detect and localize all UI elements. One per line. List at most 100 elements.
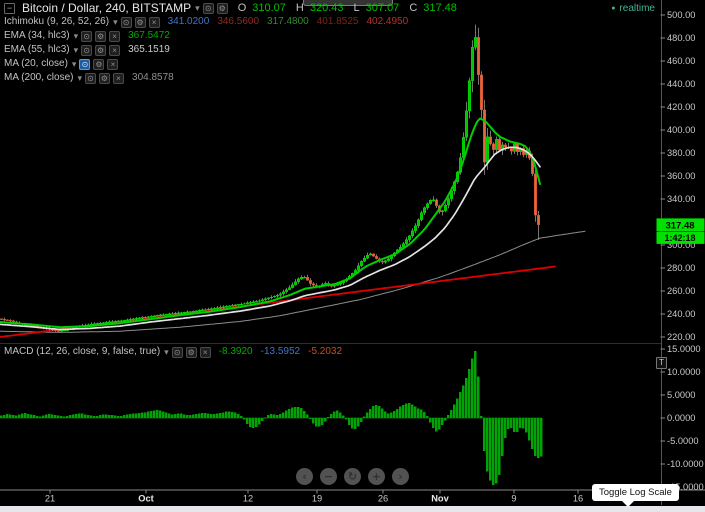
gear-icon[interactable]: ⚙ xyxy=(99,72,111,84)
indicator-label[interactable]: EMA (55, hlc3) xyxy=(4,44,70,55)
indicator-value: 401.8525 xyxy=(316,16,359,27)
realtime-dot-icon: ● xyxy=(611,5,616,12)
gear-icon[interactable]: ⚙ xyxy=(95,44,107,56)
indicator-row-ichimoku: Ichimoku (9, 26, 52, 26) ▾ ⊙ ⚙ × 341.020… xyxy=(4,16,408,28)
gear-icon[interactable]: ⚙ xyxy=(134,16,146,28)
price-axis-label: 480.00 xyxy=(667,33,695,43)
eye-icon[interactable]: ⊙ xyxy=(81,30,93,42)
indicator-label[interactable]: MACD (12, 26, close, 9, false, true) xyxy=(4,346,161,357)
chevron-down-icon[interactable]: ▾ xyxy=(73,31,79,41)
chevron-down-icon[interactable]: ▾ xyxy=(73,45,79,55)
realtime-label: realtime xyxy=(619,3,655,14)
price-axis-label: 440.00 xyxy=(667,79,695,89)
open-label: O xyxy=(237,2,247,14)
eye-icon[interactable]: ⊙ xyxy=(81,44,93,56)
macd-histogram[interactable] xyxy=(0,350,543,486)
realtime-badge: ● realtime xyxy=(611,3,655,14)
macd-line-value: -13.5952 xyxy=(260,346,301,357)
time-axis-label: 9 xyxy=(511,494,516,504)
reset-view-button[interactable]: ↻ xyxy=(344,468,361,485)
eye-icon[interactable]: ⊙ xyxy=(85,72,97,84)
time-axis-label: 21 xyxy=(45,494,55,504)
zoom-out-button[interactable]: − xyxy=(320,468,337,485)
macd-signal-value: -5.2032 xyxy=(308,346,343,357)
gear-icon[interactable]: ⚙ xyxy=(95,30,107,42)
open-value: 310.07 xyxy=(252,2,286,14)
price-axis-label: 360.00 xyxy=(667,171,695,181)
macd-axis-label: 10.0000 xyxy=(667,367,701,377)
indicator-label[interactable]: MA (20, close) xyxy=(4,58,68,69)
macd-histogram-value: -8.3920 xyxy=(218,346,253,357)
indicator-value: 317.4800 xyxy=(267,16,309,27)
collapse-icon[interactable]: − xyxy=(4,2,15,14)
price-axis-label: 300.00 xyxy=(667,240,695,250)
time-axis-label: Nov xyxy=(431,494,449,504)
zoom-in-button[interactable]: + xyxy=(368,468,385,485)
indicator-value: 402.4950 xyxy=(366,16,409,27)
close-icon[interactable]: × xyxy=(109,30,121,42)
last-price-tag: 317.48 1:42:18 xyxy=(656,218,705,244)
chevron-down-icon[interactable]: ▾ xyxy=(164,347,169,357)
eye-icon-active[interactable]: ⊙ xyxy=(79,58,91,70)
line-ma-200-close-[interactable] xyxy=(0,230,586,333)
indicator-label[interactable]: EMA (34, hlc3) xyxy=(4,30,70,41)
clipped-tooltip xyxy=(303,0,393,6)
gear-icon[interactable]: ⚙ xyxy=(185,346,197,358)
symbol-header-row: − Bitcoin / Dollar, 240, BITSTAMP ▾ ⊙ ⚙ … xyxy=(4,2,457,14)
indicator-row-ema55: EMA (55, hlc3) ▾ ⊙ ⚙ × 365.1519 xyxy=(4,44,170,56)
macd-axis-label: -10.0000 xyxy=(667,459,704,469)
indicator-value: 304.8578 xyxy=(132,72,174,83)
high-value: 320.43 xyxy=(309,2,344,14)
close-icon[interactable]: × xyxy=(109,44,121,56)
indicator-row-ema34: EMA (34, hlc3) ▾ ⊙ ⚙ × 367.5472 xyxy=(4,30,170,42)
indicator-value: 367.5472 xyxy=(128,30,170,41)
macd-axis-label: -5.0000 xyxy=(667,436,699,446)
eye-icon[interactable]: ⊙ xyxy=(120,16,132,28)
chevron-down-icon[interactable]: ▾ xyxy=(71,59,77,69)
close-icon[interactable]: × xyxy=(199,346,211,358)
line-ema-55-hlc3-[interactable] xyxy=(0,146,541,331)
macd-scale-t-button[interactable]: T xyxy=(656,357,667,369)
price-axis-label: 220.00 xyxy=(667,332,695,342)
chevron-down-icon[interactable]: ▾ xyxy=(77,73,83,83)
chevron-down-icon[interactable]: ▾ xyxy=(113,17,118,27)
gear-icon[interactable]: ⚙ xyxy=(216,2,228,14)
line-ema-34-hlc3-[interactable] xyxy=(0,117,541,329)
time-axis[interactable]: 21 Oct 12 19 26 Nov 9 16 xyxy=(45,490,583,504)
close-icon[interactable]: × xyxy=(107,58,119,70)
indicator-row-macd: MACD (12, 26, close, 9, false, true) ▾ ⊙… xyxy=(4,346,342,358)
candles-layer[interactable] xyxy=(0,24,541,332)
bottom-edge-strip xyxy=(0,506,705,512)
indicator-value: 346.5600 xyxy=(217,16,260,27)
indicator-row-ma200: MA (200, close) ▾ ⊙ ⚙ × 304.8578 xyxy=(4,72,174,84)
chart-nav-buttons: ‹ − ↻ + › xyxy=(296,468,409,485)
low-value: 307.07 xyxy=(365,2,400,14)
time-axis-label: 26 xyxy=(378,494,388,504)
close-value: 317.48 xyxy=(423,2,457,14)
eye-icon[interactable]: ⊙ xyxy=(171,346,183,358)
toggle-log-scale-tooltip: Toggle Log Scale xyxy=(592,484,679,507)
price-axis[interactable]: 500.00 480.00 460.00 440.00 420.00 400.00 380.… xyxy=(660,10,696,342)
price-axis-label: 280.00 xyxy=(667,263,695,273)
time-axis-label: 12 xyxy=(243,494,253,504)
indicator-value: 341.0200 xyxy=(167,16,210,27)
macd-axis-label: -15.0000 xyxy=(667,482,704,492)
symbol-title[interactable]: Bitcoin / Dollar, 240, BITSTAMP xyxy=(22,1,192,15)
price-axis-label: 240.00 xyxy=(667,309,695,319)
svg-text:317.48: 317.48 xyxy=(665,220,694,231)
indicator-row-ma20: MA (20, close) ▾ ⊙ ⚙ × xyxy=(4,58,119,70)
gear-icon[interactable]: ⚙ xyxy=(93,58,105,70)
close-label: C xyxy=(409,2,418,14)
eye-icon[interactable]: ⊙ xyxy=(202,2,214,14)
indicator-label[interactable]: Ichimoku (9, 26, 52, 26) xyxy=(4,16,110,27)
macd-axis-label: 5.0000 xyxy=(667,390,695,400)
close-icon[interactable]: × xyxy=(148,16,160,28)
scroll-right-button[interactable]: › xyxy=(392,468,409,485)
scroll-left-button[interactable]: ‹ xyxy=(296,468,313,485)
indicator-label[interactable]: MA (200, close) xyxy=(4,72,74,83)
close-icon[interactable]: × xyxy=(113,72,125,84)
low-label: L xyxy=(353,2,360,14)
macd-axis[interactable]: 15.0000 10.0000 5.0000 0.0000 -5.0000 -10.000… xyxy=(660,344,704,492)
chevron-down-icon[interactable]: ▾ xyxy=(195,3,200,13)
